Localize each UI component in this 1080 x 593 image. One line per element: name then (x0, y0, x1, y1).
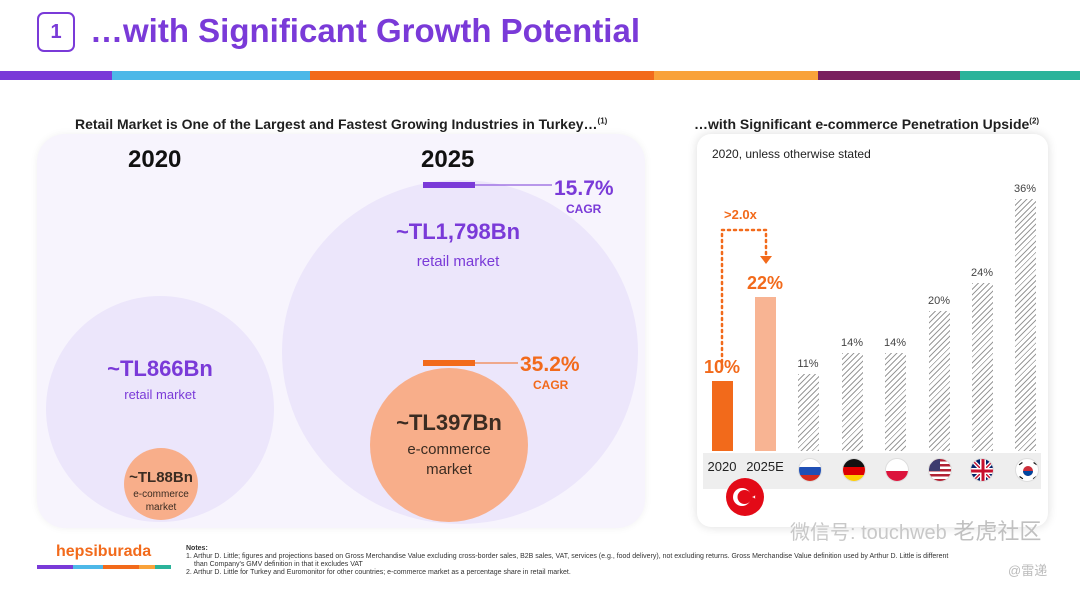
band-segment (112, 71, 310, 80)
retail-2025-value: ~TL1,798Bn (395, 219, 521, 244)
ecommerce-2020-circle (124, 448, 198, 520)
bar-united-states (928, 311, 950, 451)
uk-flag-icon (970, 458, 994, 482)
retail-2020-label: retail market (124, 387, 196, 402)
bar-value-label: 22% (746, 273, 784, 293)
bar-value-label: 24% (970, 267, 994, 279)
usa-flag-icon (928, 458, 952, 482)
bar-value-label: 14% (883, 337, 907, 349)
bar-value-label: 11% (797, 358, 819, 370)
hepsiburada-logo: hepsiburada (56, 543, 152, 560)
footnotes: Notes: 1. Arthur D. Little; figures and … (186, 545, 1006, 577)
ecommerce-2025-circle (370, 368, 528, 522)
retail-2025-label: retail market (416, 253, 500, 270)
ecommerce-cagr-value: 35.2% (520, 353, 580, 376)
ecommerce-cagr-connector (423, 360, 518, 366)
category-label: 2020 (707, 459, 737, 474)
bar-value-label: 20% (927, 295, 951, 307)
band-segment (654, 71, 818, 80)
year-2020-label: 2020 (128, 146, 182, 173)
page-title: …with Significant Growth Potential (90, 12, 640, 49)
bar-poland (884, 353, 906, 451)
band-segment (0, 71, 112, 80)
bar-2025e (754, 297, 776, 451)
left-subtitle: Retail Market is One of the Largest and … (75, 116, 608, 132)
band-segment (310, 71, 654, 80)
ecommerce-2020-value: ~TL88Bn (129, 469, 193, 486)
chart-note: 2020, unless otherwise stated (712, 147, 871, 161)
note-1-continued: than Company's GMV definition in that it… (194, 561, 363, 568)
poland-flag-icon (885, 458, 909, 482)
retail-cagr-connector (423, 182, 552, 188)
slide-number-badge: 1 (37, 12, 75, 52)
russia-flag-icon (798, 458, 822, 482)
watermark: 微信号: touchweb 老虎社区 (790, 519, 1042, 544)
year-2025-label: 2025 (421, 146, 475, 173)
band-segment (818, 71, 960, 80)
category-label: 2025E (746, 459, 784, 474)
note-2: 2. Arthur D. Little for Turkey and Eurom… (186, 569, 571, 576)
bar-germany (841, 353, 863, 451)
bar-russia (797, 374, 819, 451)
turkey-flag-icon (726, 478, 764, 516)
retail-cagr-value: 15.7% (554, 177, 614, 200)
watermark-handle: @雷递 (1008, 563, 1048, 578)
bar-united-kingdom (971, 283, 993, 451)
ecommerce-2025-value: ~TL397Bn (396, 410, 502, 435)
color-band (0, 71, 1080, 80)
retail-2020-value: ~TL866Bn (107, 356, 213, 381)
germany-flag-icon (842, 458, 866, 482)
bar-value-label: 14% (840, 337, 864, 349)
south-korea-flag-icon (1015, 458, 1039, 482)
right-subtitle: …with Significant e-commerce Penetration… (694, 116, 1040, 132)
logo-color-band (37, 565, 171, 569)
ecommerce-2020-label: market (145, 502, 177, 513)
bar-value-label: 36% (1013, 183, 1037, 195)
retail-cagr-label: CAGR (566, 202, 602, 216)
note-1: 1. Arthur D. Little; figures and project… (186, 553, 949, 560)
bar-2020 (711, 381, 733, 451)
bar-south-korea (1014, 199, 1036, 451)
ecommerce-cagr-label: CAGR (533, 378, 569, 392)
ecommerce-2025-label: market (426, 461, 472, 478)
notes-header: Notes: (186, 545, 208, 552)
ecommerce-2020-label: e-commerce (133, 489, 189, 500)
growth-multiple-label: >2.0x (724, 207, 757, 222)
ecommerce-2025-label: e-commerce (407, 441, 491, 458)
band-segment (960, 71, 1080, 80)
growth-arrow (720, 228, 772, 370)
